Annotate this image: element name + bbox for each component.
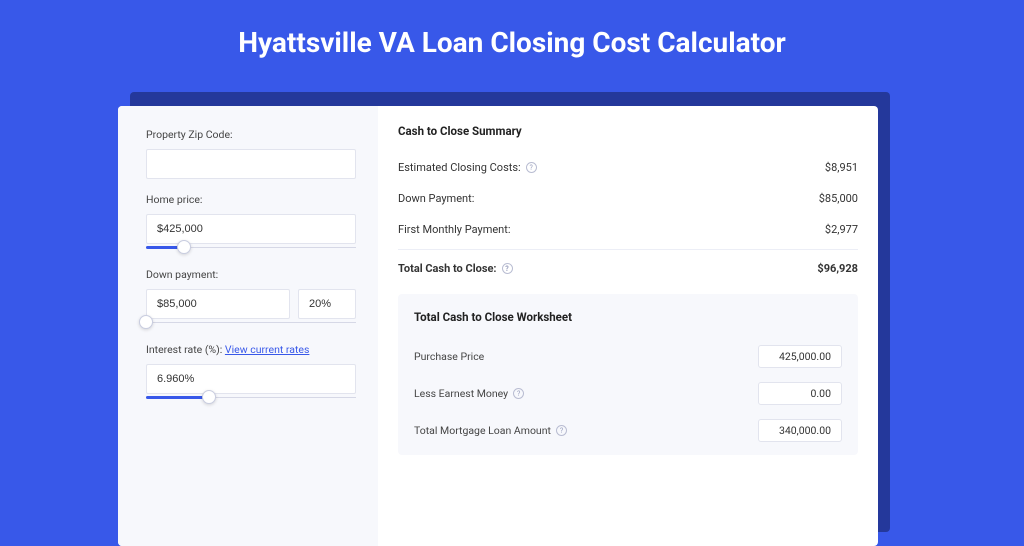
worksheet-row-value[interactable]: 340,000.00: [758, 419, 842, 442]
zip-input[interactable]: [146, 149, 356, 179]
summary-row: Down Payment: $85,000: [398, 183, 858, 214]
help-icon[interactable]: ?: [556, 425, 567, 436]
help-icon[interactable]: ?: [526, 162, 537, 173]
help-icon[interactable]: ?: [502, 263, 513, 274]
page-title: Hyattsville VA Loan Closing Cost Calcula…: [0, 0, 1024, 81]
summary-total-value: $96,928: [817, 262, 858, 275]
results-panel: Cash to Close Summary Estimated Closing …: [378, 106, 878, 546]
summary-total-label: Total Cash to Close:: [398, 262, 497, 275]
worksheet-row: Less Earnest Money ? 0.00: [414, 375, 842, 412]
worksheet-row-label: Less Earnest Money: [414, 387, 508, 400]
interest-rate-input[interactable]: [146, 364, 356, 394]
down-payment-label: Down payment:: [146, 268, 356, 281]
summary-row: Estimated Closing Costs: ? $8,951: [398, 152, 858, 183]
interest-rate-slider[interactable]: [146, 392, 356, 404]
slider-thumb[interactable]: [139, 315, 153, 329]
summary-row-value: $8,951: [825, 161, 858, 174]
slider-fill: [146, 396, 209, 399]
down-payment-pct-input[interactable]: [298, 289, 356, 319]
worksheet-row-value[interactable]: 425,000.00: [758, 345, 842, 368]
down-payment-slider[interactable]: [146, 317, 356, 329]
interest-rate-label-text: Interest rate (%):: [146, 343, 225, 356]
worksheet-row-value[interactable]: 0.00: [758, 382, 842, 405]
summary-row: First Monthly Payment: $2,977: [398, 214, 858, 245]
summary-row-value: $2,977: [825, 223, 858, 236]
home-price-field: Home price:: [146, 193, 356, 254]
down-payment-field: Down payment:: [146, 268, 356, 329]
slider-thumb[interactable]: [202, 390, 216, 404]
home-price-label: Home price:: [146, 193, 356, 206]
home-price-slider[interactable]: [146, 242, 356, 254]
slider-track: [146, 322, 356, 323]
summary-row-label: Estimated Closing Costs:: [398, 161, 521, 174]
interest-rate-label: Interest rate (%): View current rates: [146, 343, 356, 356]
help-icon[interactable]: ?: [513, 388, 524, 399]
calculator-card: Property Zip Code: Home price: Down paym…: [118, 106, 878, 546]
worksheet-row: Total Mortgage Loan Amount ? 340,000.00: [414, 412, 842, 449]
summary-title: Cash to Close Summary: [398, 124, 858, 138]
summary-row-value: $85,000: [819, 192, 858, 205]
worksheet-row: Purchase Price 425,000.00: [414, 338, 842, 375]
summary-row-label: First Monthly Payment:: [398, 223, 511, 236]
down-payment-input[interactable]: [146, 289, 290, 319]
worksheet-row-label: Purchase Price: [414, 350, 484, 363]
worksheet-title: Total Cash to Close Worksheet: [414, 310, 842, 324]
zip-label: Property Zip Code:: [146, 128, 356, 141]
view-rates-link[interactable]: View current rates: [225, 343, 310, 356]
form-panel: Property Zip Code: Home price: Down paym…: [118, 106, 378, 546]
zip-field: Property Zip Code:: [146, 128, 356, 179]
worksheet-panel: Total Cash to Close Worksheet Purchase P…: [398, 294, 858, 455]
summary-row-label: Down Payment:: [398, 192, 474, 205]
home-price-input[interactable]: [146, 214, 356, 244]
summary-total-row: Total Cash to Close: ? $96,928: [398, 249, 858, 284]
worksheet-row-label: Total Mortgage Loan Amount: [414, 424, 551, 437]
interest-rate-field: Interest rate (%): View current rates: [146, 343, 356, 404]
slider-thumb[interactable]: [177, 240, 191, 254]
